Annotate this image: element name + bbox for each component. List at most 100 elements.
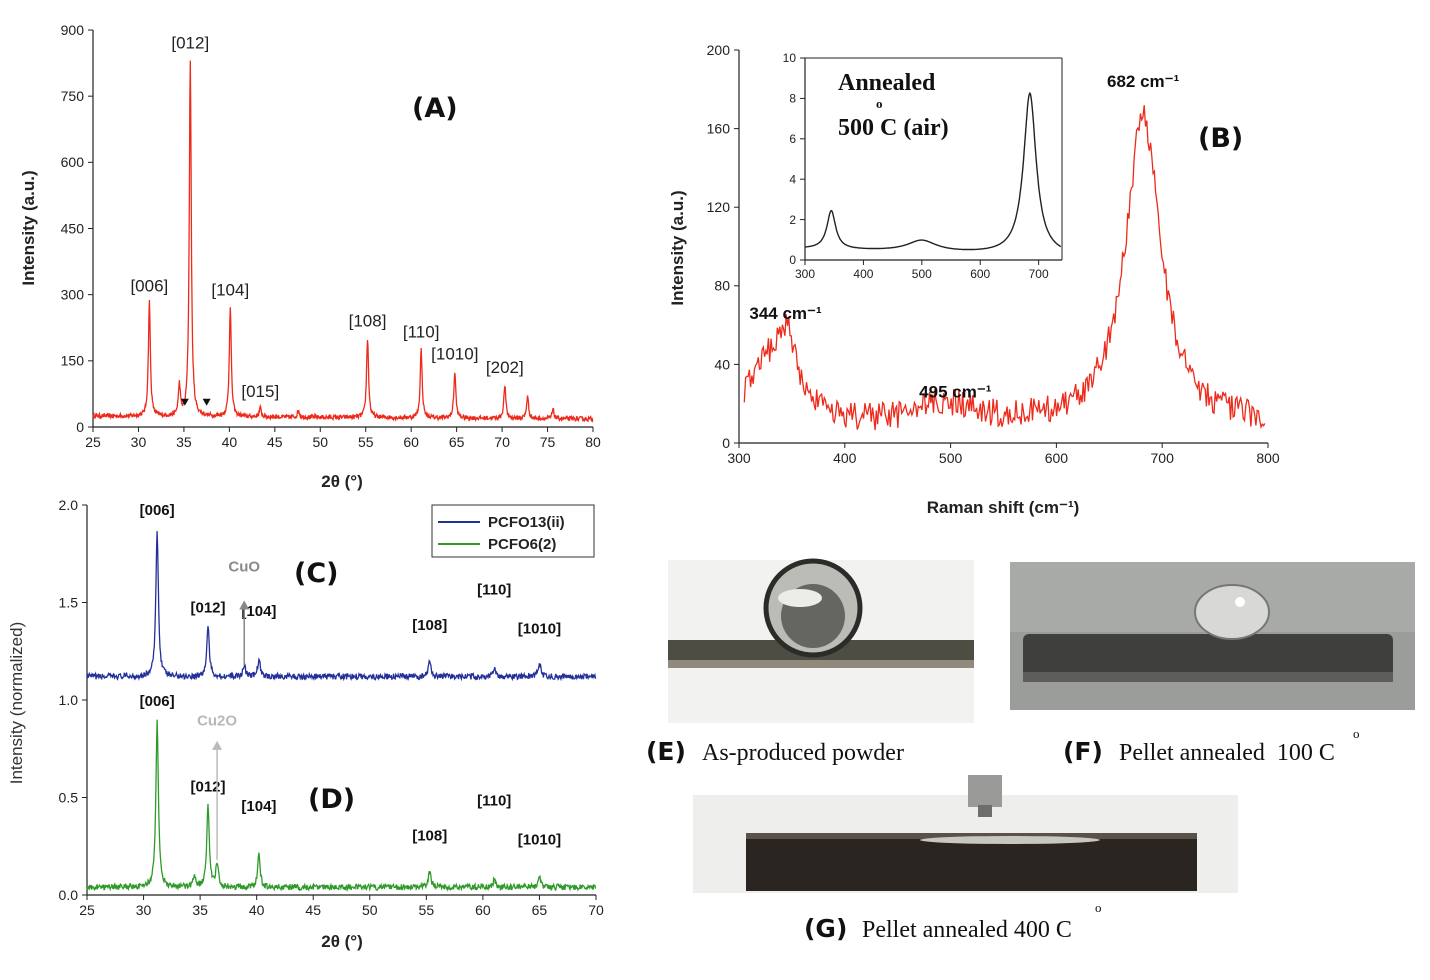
panel-cd-ylabel: Intensity (normalized) bbox=[7, 622, 26, 785]
panel-cd-peak-label: [110] bbox=[477, 792, 511, 809]
panel-a-x-tick-label: 30 bbox=[131, 434, 147, 450]
panel-a-peak-label: [015] bbox=[241, 382, 279, 401]
inset-y-tick-label: 2 bbox=[789, 213, 796, 227]
panel-a-impurity-marker bbox=[180, 398, 189, 406]
panel-a-peak-label: [006] bbox=[130, 276, 168, 295]
inset-background bbox=[805, 58, 1062, 260]
panel-b-y-tick-label: 40 bbox=[714, 356, 730, 372]
photo-g-water-spread-on-pellet bbox=[693, 775, 1238, 893]
panel-a-impurity-marker bbox=[202, 398, 211, 406]
photo-g-letter: (G) bbox=[804, 914, 847, 943]
panel-a-y-tick-label: 450 bbox=[61, 220, 85, 236]
panel-a-y-tick-label: 750 bbox=[61, 88, 85, 104]
legend-label-series-1: PCFO13(ii) bbox=[488, 514, 565, 531]
photo-g-degree: o bbox=[1095, 900, 1102, 915]
panel-cd-x-tick-label: 55 bbox=[419, 902, 435, 918]
panel-cd-legend: PCFO13(ii) PCFO6(2) bbox=[431, 504, 595, 558]
panel-b-x-tick-label: 700 bbox=[1151, 450, 1175, 466]
inset-title-line1: Annealed bbox=[838, 70, 936, 96]
panel-a-axes: 25 30 35 40 45 50 55 60 65 70 75 80 0 150 300 450 600 750… bbox=[61, 22, 601, 450]
panel-cd-peak-label: [006] bbox=[140, 693, 175, 710]
panel-cd-x-tick-label: 70 bbox=[588, 902, 604, 918]
panel-b-xlabel: Raman shift (cm⁻¹) bbox=[927, 498, 1080, 517]
panel-a-x-tick-label: 60 bbox=[403, 434, 419, 450]
cu2o-annotation: Cu2O bbox=[197, 712, 237, 729]
panel-b-band-labels: 344 cm⁻¹ 495 cm⁻¹ 682 cm⁻¹ bbox=[749, 72, 1179, 402]
panel-a-y-tick-label: 600 bbox=[61, 154, 85, 170]
panel-a-y-tick-label: 150 bbox=[61, 353, 85, 369]
panel-cd-peak-label: [012] bbox=[191, 599, 226, 616]
panel-a-peak-label: [108] bbox=[349, 312, 387, 331]
inset-x-tick-label: 600 bbox=[970, 267, 990, 281]
panel-b-x-tick-label: 600 bbox=[1045, 450, 1069, 466]
panel-a-x-tick-label: 50 bbox=[312, 434, 328, 450]
panel-cd-peak-label: [108] bbox=[412, 827, 447, 844]
panel-a-x-tick-label: 25 bbox=[85, 434, 101, 450]
panel-a-y-tick-label: 900 bbox=[61, 22, 85, 38]
photo-f-letter: (F) bbox=[1063, 737, 1103, 766]
panel-cd-x-tick-label: 45 bbox=[305, 902, 321, 918]
panel-b-x-tick-label: 800 bbox=[1256, 450, 1280, 466]
panel-b-band-label: 682 cm⁻¹ bbox=[1107, 72, 1180, 91]
panel-a-data bbox=[92, 60, 594, 423]
panel-a-x-tick-label: 80 bbox=[585, 434, 601, 450]
cu2o-arrowhead bbox=[212, 740, 223, 750]
panel-a-x-tick-label: 55 bbox=[358, 434, 374, 450]
inset-y-tick-label: 4 bbox=[789, 172, 796, 186]
panel-b-x-tick-label: 300 bbox=[727, 450, 751, 466]
panel-b-y-tick-label: 200 bbox=[707, 42, 731, 58]
inset-x-tick-label: 700 bbox=[1029, 267, 1049, 281]
panel-a-ylabel: Intensity (a.u.) bbox=[19, 170, 38, 285]
inset-y-tick-label: 8 bbox=[789, 92, 796, 106]
panel-b-letter: (B) bbox=[1198, 123, 1243, 154]
legend-label-series-2: PCFO6(2) bbox=[488, 536, 556, 553]
panel-a-y-tick-label: 300 bbox=[61, 287, 85, 303]
panel-b-spectrum-line bbox=[743, 105, 1266, 431]
panel-cd-xlabel: 2θ (°) bbox=[321, 932, 363, 951]
panel-a-letter: (A) bbox=[412, 93, 458, 124]
panel-b-y-tick-label: 0 bbox=[722, 435, 730, 451]
panel-c-letter: (C) bbox=[294, 558, 339, 589]
inset-x-tick-label: 300 bbox=[795, 267, 815, 281]
panel-cd-peak-label: [104] bbox=[241, 798, 276, 815]
panel-b-band-label: 344 cm⁻¹ bbox=[749, 304, 822, 323]
panel-cd-x-tick-label: 50 bbox=[362, 902, 378, 918]
inset-x-tick-label: 400 bbox=[853, 267, 873, 281]
panel-a-x-tick-label: 70 bbox=[494, 434, 510, 450]
inset-title-line2: 500 C (air) bbox=[838, 115, 949, 141]
panel-cd-y-tick-label: 1.0 bbox=[59, 692, 79, 708]
panel-a-xrd-chart: 25 30 35 40 45 50 55 60 65 70 75 80 0 150 300 450 600 750… bbox=[19, 22, 601, 491]
panel-cd-y-tick-label: 1.5 bbox=[59, 594, 79, 610]
panel-cd-series-2-line bbox=[86, 719, 597, 892]
inset-y-tick-label: 0 bbox=[789, 253, 796, 267]
panel-b-y-tick-label: 160 bbox=[707, 121, 731, 137]
panel-cd-y-tick-label: 2.0 bbox=[59, 497, 79, 513]
panel-b-y-tick-label: 120 bbox=[707, 199, 731, 215]
panel-a-peak-label: [104] bbox=[211, 281, 249, 300]
panel-a-x-tick-label: 35 bbox=[176, 434, 192, 450]
panel-a-x-tick-label: 40 bbox=[222, 434, 238, 450]
photo-e-letter: (E) bbox=[646, 737, 686, 766]
inset-spectrum-line bbox=[804, 91, 1062, 251]
panel-b-data bbox=[743, 105, 1266, 431]
panel-cd-peak-label: [1010] bbox=[518, 831, 561, 848]
panel-b-x-tick-label: 400 bbox=[833, 450, 857, 466]
panel-a-peak-label: [202] bbox=[486, 358, 524, 377]
photo-g-caption: Pellet annealed 400 C bbox=[862, 917, 1072, 943]
panel-cd-y-tick-label: 0.5 bbox=[59, 789, 79, 805]
panel-b-inset: 300 400 500 600 700 0 2 4 6 8 10 bbox=[783, 51, 1063, 281]
photo-f-droplet-on-pellet bbox=[1010, 562, 1415, 710]
panel-cd-x-tick-label: 65 bbox=[532, 902, 548, 918]
panel-a-x-tick-label: 65 bbox=[449, 434, 465, 450]
panel-cd-peak-label: [110] bbox=[477, 582, 511, 599]
panel-a-x-tick-label: 45 bbox=[267, 434, 283, 450]
panel-cd-series-1-line bbox=[86, 531, 597, 682]
panel-cd-peak-label: [012] bbox=[191, 779, 226, 796]
panel-cd-x-tick-label: 40 bbox=[249, 902, 265, 918]
panel-a-peak-label: [012] bbox=[171, 34, 209, 53]
photo-f-caption: Pellet annealed 100 C bbox=[1119, 740, 1335, 766]
panel-cd-x-tick-label: 25 bbox=[79, 902, 95, 918]
panel-a-pattern-line bbox=[92, 60, 594, 423]
